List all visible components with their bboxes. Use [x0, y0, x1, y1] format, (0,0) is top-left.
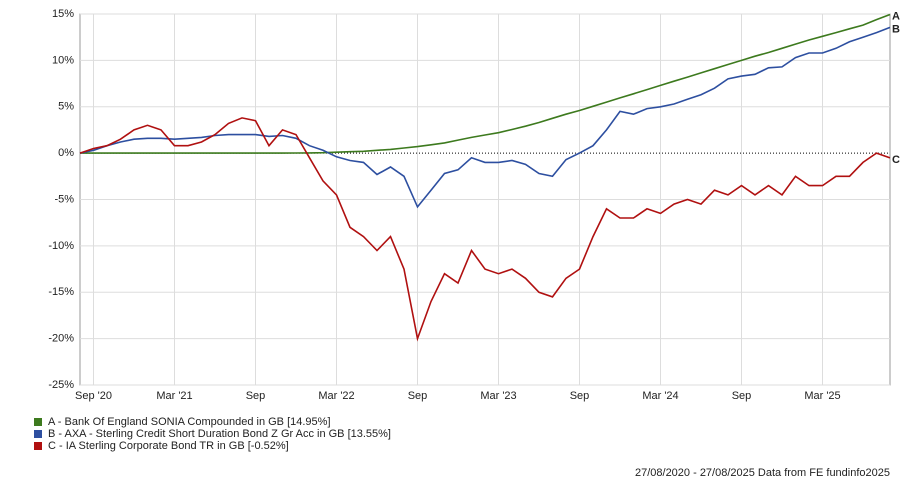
x-tick-label: Sep '20 [75, 390, 112, 402]
x-tick-label: Sep [732, 390, 752, 402]
x-tick-label: Mar '25 [804, 390, 840, 402]
y-tick-label: -20% [48, 333, 74, 345]
legend-label: B - AXA - Sterling Credit Short Duration… [48, 428, 391, 440]
y-tick-label: 15% [52, 8, 74, 20]
y-tick-label: -10% [48, 240, 74, 252]
y-tick-label: -25% [48, 379, 74, 391]
x-tick-label: Mar '23 [480, 390, 516, 402]
x-tick-label: Mar '22 [318, 390, 354, 402]
legend-swatch [34, 418, 42, 426]
footer: 27/08/2020 - 27/08/2025 Data from FE fun… [635, 467, 890, 479]
y-tick-label: 10% [52, 54, 74, 66]
x-tick-label: Mar '21 [156, 390, 192, 402]
y-tick-label: -5% [54, 193, 74, 205]
y-tick-label: 5% [58, 101, 74, 113]
x-tick-label: Sep [408, 390, 428, 402]
y-tick-label: 0% [58, 147, 74, 159]
end-label: A [892, 10, 900, 22]
end-label: B [892, 23, 900, 35]
x-tick-label: Mar '24 [642, 390, 678, 402]
y-tick-label: -15% [48, 286, 74, 298]
x-tick-label: Sep [570, 390, 590, 402]
series-line [80, 13, 891, 154]
legend-label: C - IA Sterling Corporate Bond TR in GB … [48, 440, 289, 452]
x-tick-label: Sep [246, 390, 266, 402]
legend-label: A - Bank Of England SONIA Compounded in … [48, 416, 331, 428]
legend-swatch [34, 442, 42, 450]
series-line [79, 117, 891, 342]
legend-swatch [34, 430, 42, 438]
end-label: C [892, 154, 900, 166]
